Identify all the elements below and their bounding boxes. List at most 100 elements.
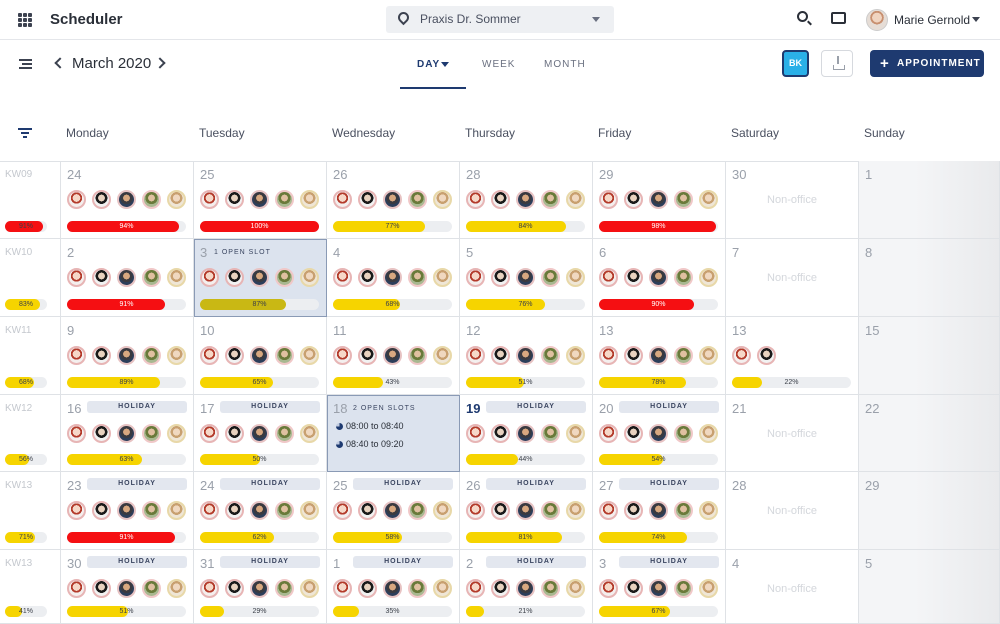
avatar[interactable]	[516, 268, 535, 287]
open-slots-label[interactable]: 2 OPEN SLOTS	[353, 405, 416, 412]
day-cell[interactable]: 21 Non-office	[726, 395, 859, 472]
avatar[interactable]	[408, 190, 427, 209]
avatar[interactable]	[383, 268, 402, 287]
avatar[interactable]	[383, 190, 402, 209]
avatar[interactable]	[383, 346, 402, 365]
day-cell[interactable]: 18 2 OPEN SLOTS 08:00 to 08:40 08:40 to 09:…	[327, 395, 460, 472]
day-cell[interactable]: 20 HOLIDAY 54%	[593, 395, 726, 472]
avatar[interactable]	[674, 268, 693, 287]
avatar[interactable]	[408, 579, 427, 598]
avatar[interactable]	[358, 268, 377, 287]
avatar[interactable]	[649, 579, 668, 598]
avatar[interactable]	[599, 190, 618, 209]
avatar[interactable]	[491, 190, 510, 209]
avatar[interactable]	[624, 579, 643, 598]
location-select[interactable]: Praxis Dr. Sommer	[386, 6, 614, 33]
avatar[interactable]	[649, 268, 668, 287]
avatar[interactable]	[67, 346, 86, 365]
next-month-icon[interactable]	[154, 57, 166, 69]
day-cell[interactable]: 26 77%	[327, 161, 460, 239]
day-cell[interactable]: 23 HOLIDAY 91%	[61, 472, 194, 550]
bk-button[interactable]: BK	[782, 50, 809, 77]
avatar[interactable]	[225, 268, 244, 287]
avatar[interactable]	[674, 424, 693, 443]
avatar[interactable]	[466, 190, 485, 209]
tab-day-chevron-icon[interactable]	[441, 62, 449, 67]
day-cell[interactable]: 16 HOLIDAY 63%	[61, 395, 194, 472]
day-cell[interactable]: 19 HOLIDAY 44%	[460, 395, 593, 472]
avatar[interactable]	[200, 346, 219, 365]
avatar[interactable]	[142, 501, 161, 520]
avatar[interactable]	[541, 268, 560, 287]
avatar[interactable]	[67, 579, 86, 598]
avatar[interactable]	[300, 268, 319, 287]
avatar[interactable]	[67, 501, 86, 520]
avatar[interactable]	[699, 579, 718, 598]
open-slot-item[interactable]: 08:00 to 08:40	[336, 421, 404, 431]
avatar[interactable]	[117, 190, 136, 209]
avatar[interactable]	[541, 501, 560, 520]
avatar[interactable]	[200, 190, 219, 209]
message-icon[interactable]	[831, 12, 846, 24]
add-appointment-button[interactable]: APPOINTMENT	[870, 50, 984, 77]
avatar[interactable]	[383, 579, 402, 598]
avatar[interactable]	[117, 346, 136, 365]
avatar[interactable]	[466, 424, 485, 443]
menu-collapse-icon[interactable]	[19, 59, 32, 69]
user-menu-chevron-icon[interactable]	[972, 17, 980, 22]
day-cell[interactable]: 15	[859, 317, 1000, 395]
avatar[interactable]	[491, 346, 510, 365]
day-cell[interactable]: 7 Non-office	[726, 239, 859, 317]
day-cell[interactable]: 1	[859, 161, 1000, 239]
avatar[interactable]	[866, 9, 888, 31]
avatar[interactable]	[732, 346, 751, 365]
open-slots-label[interactable]: 1 OPEN SLOT	[214, 249, 271, 256]
avatar[interactable]	[275, 501, 294, 520]
avatar[interactable]	[333, 501, 352, 520]
avatar[interactable]	[300, 579, 319, 598]
avatar[interactable]	[674, 501, 693, 520]
avatar[interactable]	[200, 579, 219, 598]
avatar[interactable]	[142, 346, 161, 365]
avatar[interactable]	[275, 579, 294, 598]
avatar[interactable]	[225, 579, 244, 598]
avatar[interactable]	[433, 268, 452, 287]
avatar[interactable]	[275, 346, 294, 365]
avatar[interactable]	[358, 501, 377, 520]
avatar[interactable]	[433, 501, 452, 520]
avatar[interactable]	[67, 268, 86, 287]
avatar[interactable]	[566, 268, 585, 287]
avatar[interactable]	[200, 501, 219, 520]
day-cell[interactable]: 11 43%	[327, 317, 460, 395]
avatar[interactable]	[67, 424, 86, 443]
day-cell[interactable]: 9 89%	[61, 317, 194, 395]
avatar[interactable]	[541, 579, 560, 598]
avatar[interactable]	[250, 268, 269, 287]
day-cell[interactable]: 27 HOLIDAY 74%	[593, 472, 726, 550]
avatar[interactable]	[92, 579, 111, 598]
avatar[interactable]	[142, 268, 161, 287]
day-cell[interactable]: 26 HOLIDAY 81%	[460, 472, 593, 550]
avatar[interactable]	[516, 579, 535, 598]
avatar[interactable]	[408, 346, 427, 365]
avatar[interactable]	[200, 268, 219, 287]
avatar[interactable]	[699, 501, 718, 520]
tab-month[interactable]: MONTH	[544, 59, 586, 70]
day-cell[interactable]: 5	[859, 550, 1000, 624]
day-cell[interactable]: 3 1 OPEN SLOT 87%	[194, 239, 327, 317]
avatar[interactable]	[649, 346, 668, 365]
avatar[interactable]	[167, 346, 186, 365]
filter-icon[interactable]	[18, 128, 32, 139]
avatar[interactable]	[491, 424, 510, 443]
avatar[interactable]	[599, 346, 618, 365]
day-cell[interactable]: 4 Non-office	[726, 550, 859, 624]
avatar[interactable]	[117, 424, 136, 443]
day-cell[interactable]: 28 84%	[460, 161, 593, 239]
avatar[interactable]	[408, 501, 427, 520]
avatar[interactable]	[649, 424, 668, 443]
avatar[interactable]	[225, 424, 244, 443]
avatar[interactable]	[117, 579, 136, 598]
day-cell[interactable]: 3 HOLIDAY 67%	[593, 550, 726, 624]
avatar[interactable]	[92, 346, 111, 365]
avatar[interactable]	[466, 268, 485, 287]
